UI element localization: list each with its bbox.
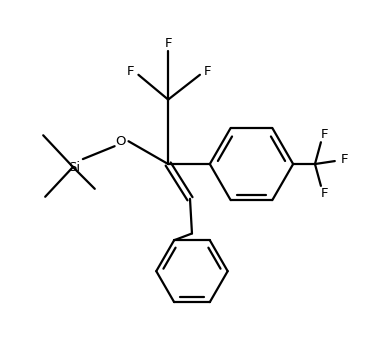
Text: F: F bbox=[127, 65, 134, 78]
Text: F: F bbox=[204, 65, 212, 78]
Text: O: O bbox=[115, 135, 126, 148]
Text: F: F bbox=[341, 153, 349, 165]
Text: F: F bbox=[321, 187, 328, 200]
Text: Si: Si bbox=[68, 161, 80, 174]
Text: F: F bbox=[164, 37, 172, 49]
Text: F: F bbox=[321, 128, 328, 141]
